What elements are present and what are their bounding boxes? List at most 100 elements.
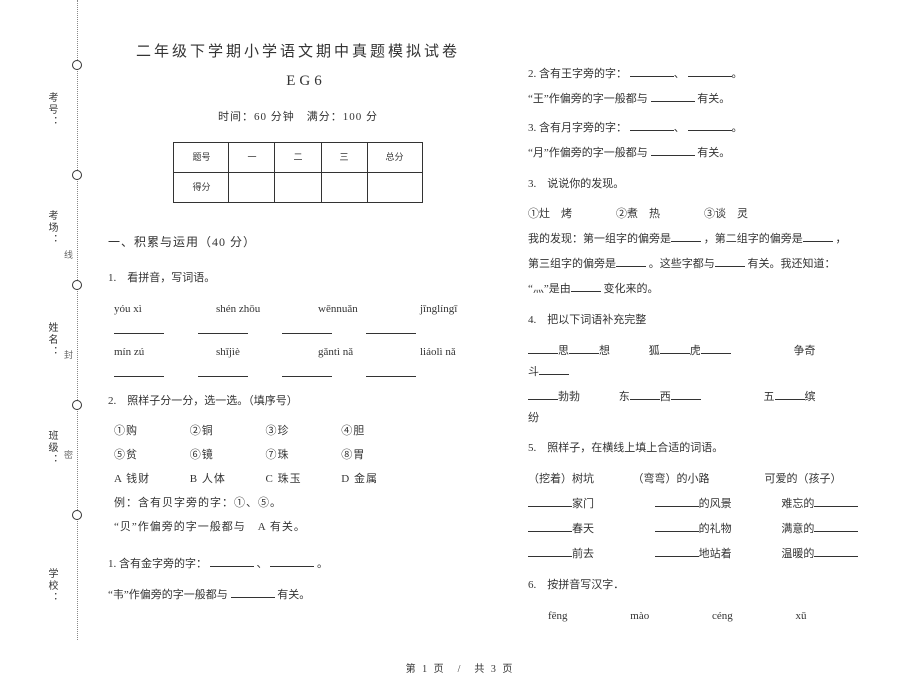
text: 缤 — [805, 391, 816, 403]
option-row: ⑤贫 ⑥镜 ⑦珠 ⑧胃 — [114, 445, 488, 466]
text: ， — [836, 233, 847, 245]
blank — [616, 256, 646, 267]
text: “月”作偏旁的字一般都与 — [528, 147, 648, 159]
bind-label: 姓名： — [44, 322, 59, 358]
pinyin: liáolì nǎ — [420, 342, 488, 363]
sub-question: 2. 含有王字旁的字： 、 。 — [528, 64, 908, 85]
blank — [814, 496, 858, 507]
bind-cut-mark: 封 — [62, 350, 75, 359]
bind-label: 班级： — [44, 430, 59, 466]
left-column: 二年级下学期小学语文期中真题模拟试卷 EG6 时间：60 分钟 满分：100 分… — [108, 0, 488, 640]
text: 西 — [660, 391, 671, 403]
opt: ⑧胃 — [341, 445, 413, 466]
blank — [688, 120, 732, 131]
title-main: 二年级下学期小学语文期中真题模拟试卷 — [136, 44, 460, 60]
blank — [528, 546, 572, 557]
score-table: 题号 一 二 三 总分 得分 — [173, 142, 422, 203]
blank — [630, 389, 660, 400]
blank — [651, 145, 695, 156]
pinyin: céng — [712, 610, 733, 622]
blank — [651, 91, 695, 102]
pinyin-row: mín zú shījìè gǎntì nǎ liáolì nǎ — [114, 342, 488, 363]
blank — [571, 281, 601, 292]
binding-hole-icon — [72, 400, 82, 410]
bind-cut-mark: 线 — [62, 250, 75, 259]
text-line: “灬”是由 变化来的。 — [528, 279, 908, 300]
sub-question: 1. 含有金字旁的字： 、 。 — [108, 554, 488, 575]
text: 纷 — [528, 412, 539, 424]
pinyin: mào — [630, 610, 649, 622]
pinyin: yóu xì — [114, 299, 182, 320]
th: 三 — [321, 142, 367, 172]
td — [321, 172, 367, 202]
opt: B 人体 — [190, 469, 262, 490]
blank — [655, 546, 699, 557]
blank — [569, 343, 599, 354]
blank — [701, 343, 731, 354]
bind-cut-mark: 密 — [62, 450, 75, 459]
text: 有关。我还知道： — [748, 258, 836, 270]
opt: C 珠玉 — [266, 469, 338, 490]
text: 。这些字都与 — [649, 258, 715, 270]
text-line: 我的发现：第一组字的偏旁是 ，第二组字的偏旁是 ， — [528, 229, 908, 250]
text: 斗 — [528, 366, 539, 378]
binding-hole-icon — [72, 60, 82, 70]
blank — [655, 496, 699, 507]
text: 虎 — [690, 345, 701, 357]
fill-row: 春天 的礼物 满意的 — [528, 519, 908, 540]
pinyin: mín zú — [114, 342, 182, 363]
binding-hole-icon — [72, 170, 82, 180]
text-line: ①灶 烤 ②煮 热 ③谈 灵 — [528, 204, 908, 225]
binding-margin: 考号： 考场： 姓名： 班级： 学校： 线 封 密 — [0, 0, 78, 640]
question: 6. 按拼音写汉字． — [528, 575, 908, 596]
text: 有关。 — [277, 589, 310, 601]
blank — [630, 66, 674, 77]
blank — [630, 120, 674, 131]
text-line: 第三组字的偏旁是 。这些字都与 有关。我还知道： — [528, 254, 908, 275]
text: 有关。 — [697, 93, 730, 105]
exam-title: 二年级下学期小学语文期中真题模拟试卷 EG6 — [108, 38, 488, 95]
pinyin-row: fēng mào céng xū — [528, 606, 908, 627]
text: 2. 含有王字旁的字： — [528, 68, 627, 80]
th: 一 — [229, 142, 275, 172]
sub-question: 3. 含有月字旁的字： 、 。 — [528, 118, 908, 139]
th: 二 — [275, 142, 321, 172]
example-text: 例：含有贝字旁的字：①、⑤。 — [114, 493, 488, 514]
text: 有关。 — [697, 147, 730, 159]
exam-subtitle: 时间：60 分钟 满分：100 分 — [108, 107, 488, 128]
opt: D 金属 — [341, 469, 413, 490]
blank — [671, 231, 701, 242]
text: 难忘的 — [781, 498, 814, 510]
page-content: 二年级下学期小学语文期中真题模拟试卷 EG6 时间：60 分钟 满分：100 分… — [108, 0, 908, 640]
example-text: “贝”作偏旁的字一般都与 A 有关。 — [114, 517, 488, 538]
blank — [528, 521, 572, 532]
question: 2. 照样子分一分，选一选。（填序号） — [108, 391, 488, 412]
question: 4. 把以下词语补充完整 — [528, 310, 908, 331]
fill-row: 家门 的风景 难忘的 — [528, 494, 908, 515]
title-code: EG6 — [286, 73, 326, 89]
page-footer: 第 1 页 / 共 3 页 — [0, 660, 920, 675]
th: 题号 — [174, 142, 229, 172]
opt: ①购 — [114, 421, 186, 442]
word-fill-row: 思想 狐虎 争奇 斗 — [528, 341, 908, 383]
pinyin: wēnnuǎn — [318, 299, 386, 320]
pinyin: fēng — [548, 610, 568, 622]
text: 五 — [764, 391, 775, 403]
blank — [688, 66, 732, 77]
example-text: （挖着）树坑 （弯弯）的小路 可爱的（孩子） — [528, 469, 908, 490]
th: 总分 — [367, 142, 422, 172]
text: “灬”是由 — [528, 283, 571, 295]
text: ，第二组字的偏旁是 — [704, 233, 803, 245]
text: 的礼物 — [699, 523, 732, 535]
text: 勃勃 — [558, 391, 580, 403]
blank — [270, 556, 314, 567]
pinyin: gǎntì nǎ — [318, 342, 386, 363]
bind-label: 学校： — [44, 568, 59, 604]
blank — [655, 521, 699, 532]
text: 我的发现：第一组字的偏旁是 — [528, 233, 671, 245]
pinyin: jīnglíngī — [420, 299, 488, 320]
bind-label: 考号： — [44, 92, 59, 128]
question: 3. 说说你的发现。 — [528, 174, 908, 195]
table-row: 得分 — [174, 172, 422, 202]
blank — [715, 256, 745, 267]
